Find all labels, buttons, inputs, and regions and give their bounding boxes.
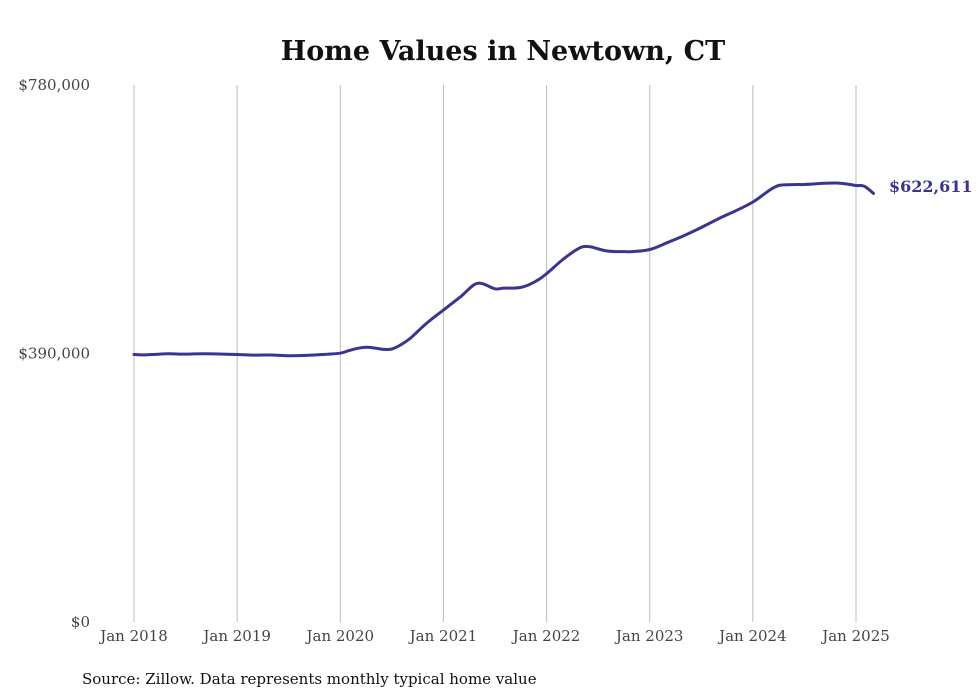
y-tick-label: $390,000 (18, 345, 90, 363)
x-tick-label: Jan 2023 (614, 627, 684, 645)
x-axis-tick-labels: Jan 2018 Jan 2019 Jan 2020 Jan 2021 Jan 2022… (98, 627, 890, 645)
x-tick-label: Jan 2019 (201, 627, 271, 645)
x-tick-label: Jan 2020 (305, 627, 375, 645)
end-value-label: $622,611 (889, 177, 973, 196)
x-tick-label: Jan 2018 (98, 627, 168, 645)
x-tick-label: Jan 2024 (717, 627, 787, 645)
source-note: Source: Zillow. Data represents monthly … (82, 670, 537, 688)
y-axis-tick-labels: $0 $390,000 $780,000 (18, 76, 90, 631)
y-tick-label: $0 (71, 613, 90, 631)
y-tick-label: $780,000 (18, 76, 90, 94)
x-tick-label: Jan 2021 (408, 627, 478, 645)
series-layer (132, 181, 875, 358)
chart-title: Home Values in Newtown, CT (281, 36, 725, 67)
x-tick-label: Jan 2025 (820, 627, 890, 645)
x-tick-label: Jan 2022 (511, 627, 581, 645)
series-line-0 (132, 181, 875, 358)
